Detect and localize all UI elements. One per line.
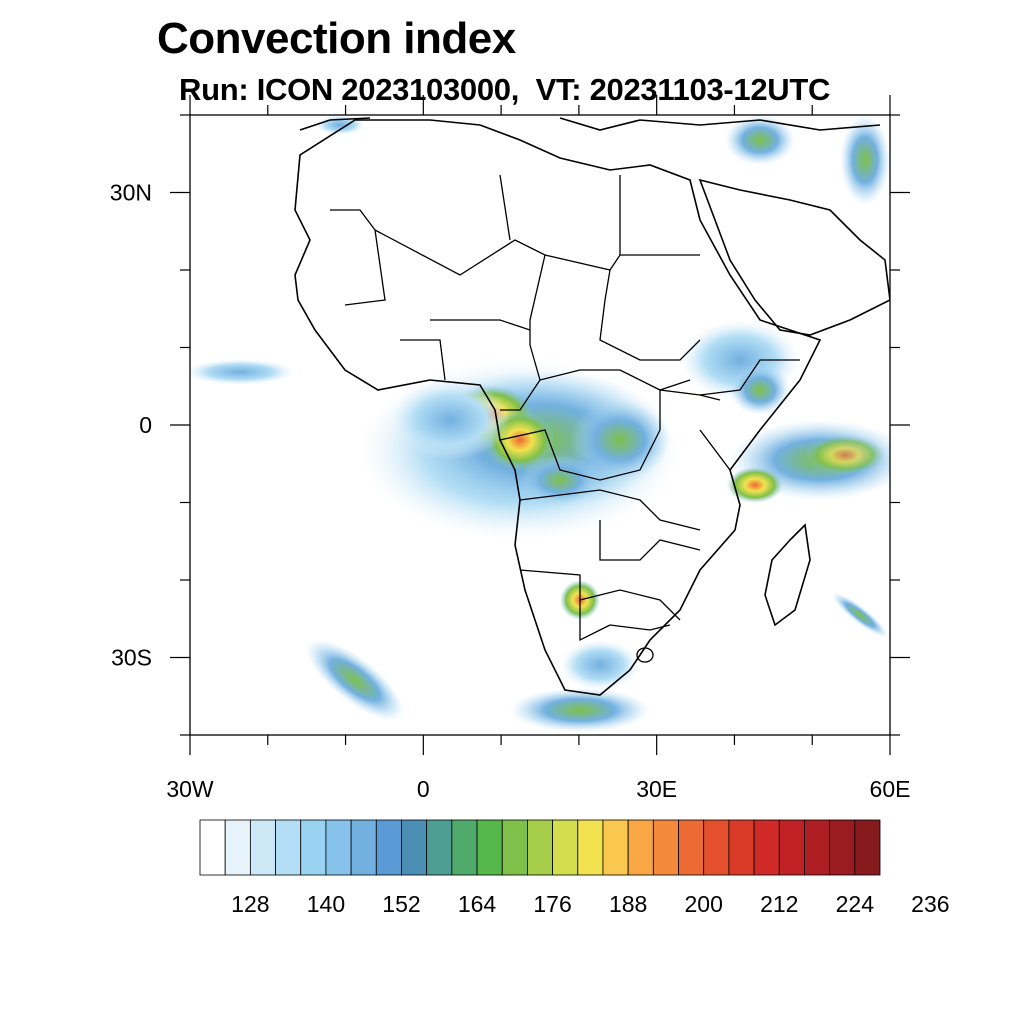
colorbar-swatch [829, 819, 856, 876]
colorbar-label: 128 [231, 891, 269, 917]
lon-tick-label: 0 [417, 776, 430, 802]
colorbar [199, 819, 881, 876]
colorbar-label: 200 [685, 891, 723, 917]
colorbar-swatch [652, 819, 679, 876]
colorbar-swatch [552, 819, 579, 876]
colorbar-swatch [325, 819, 352, 876]
colorbar-swatch [602, 819, 629, 876]
colorbar-swatch [350, 819, 377, 876]
colorbar-swatch [854, 819, 881, 876]
colorbar-labels: 128 140 152 164 176 188 200 212 224 236 [231, 891, 949, 917]
colorbar-swatch [678, 819, 705, 876]
lon-tick-label: 30E [636, 776, 677, 802]
colorbar-swatch [804, 819, 831, 876]
axis-tick-labels: 30N 0 30S 30W 0 30E 60E [110, 180, 911, 803]
colorbar-swatch [728, 819, 755, 876]
lon-tick-label: 30W [166, 776, 214, 802]
colorbar-swatch [501, 819, 528, 876]
axis-ticks [170, 95, 910, 755]
colorbar-swatch [375, 819, 402, 876]
colorbar-swatch [300, 819, 327, 876]
colorbar-swatch [199, 819, 226, 876]
coastlines [294, 117, 890, 696]
colorbar-swatch [476, 819, 503, 876]
lat-tick-label: 0 [139, 412, 152, 438]
colorbar-swatch [577, 819, 604, 876]
colorbar-label: 224 [836, 891, 875, 917]
colorbar-swatch [426, 819, 453, 876]
colorbar-swatch [627, 819, 654, 876]
lat-tick-label: 30N [110, 180, 152, 206]
colorbar-swatch [275, 819, 302, 876]
colorbar-swatch [703, 819, 730, 876]
chart-title: Convection index [157, 14, 516, 63]
colorbar-swatch [249, 819, 276, 876]
colorbar-swatch [451, 819, 478, 876]
colorbar-swatch [527, 819, 553, 876]
colorbar-label: 164 [458, 891, 497, 917]
colorbar-swatch [778, 819, 805, 876]
colorbar-swatch [753, 819, 780, 876]
colorbar-swatch [401, 819, 428, 876]
country-borders [330, 174, 800, 663]
colorbar-label: 212 [760, 891, 798, 917]
colorbar-label: 140 [307, 891, 345, 917]
convection-field [190, 115, 890, 732]
lon-tick-label: 60E [870, 776, 911, 802]
colorbar-label: 152 [382, 891, 420, 917]
chart-subtitle: Run: ICON 2023103000, VT: 20231103-12UTC [179, 72, 831, 107]
colorbar-label: 236 [911, 891, 949, 917]
colorbar-swatch [224, 819, 251, 876]
colorbar-label: 188 [609, 891, 647, 917]
lat-tick-label: 30S [111, 645, 152, 671]
colorbar-label: 176 [533, 891, 571, 917]
